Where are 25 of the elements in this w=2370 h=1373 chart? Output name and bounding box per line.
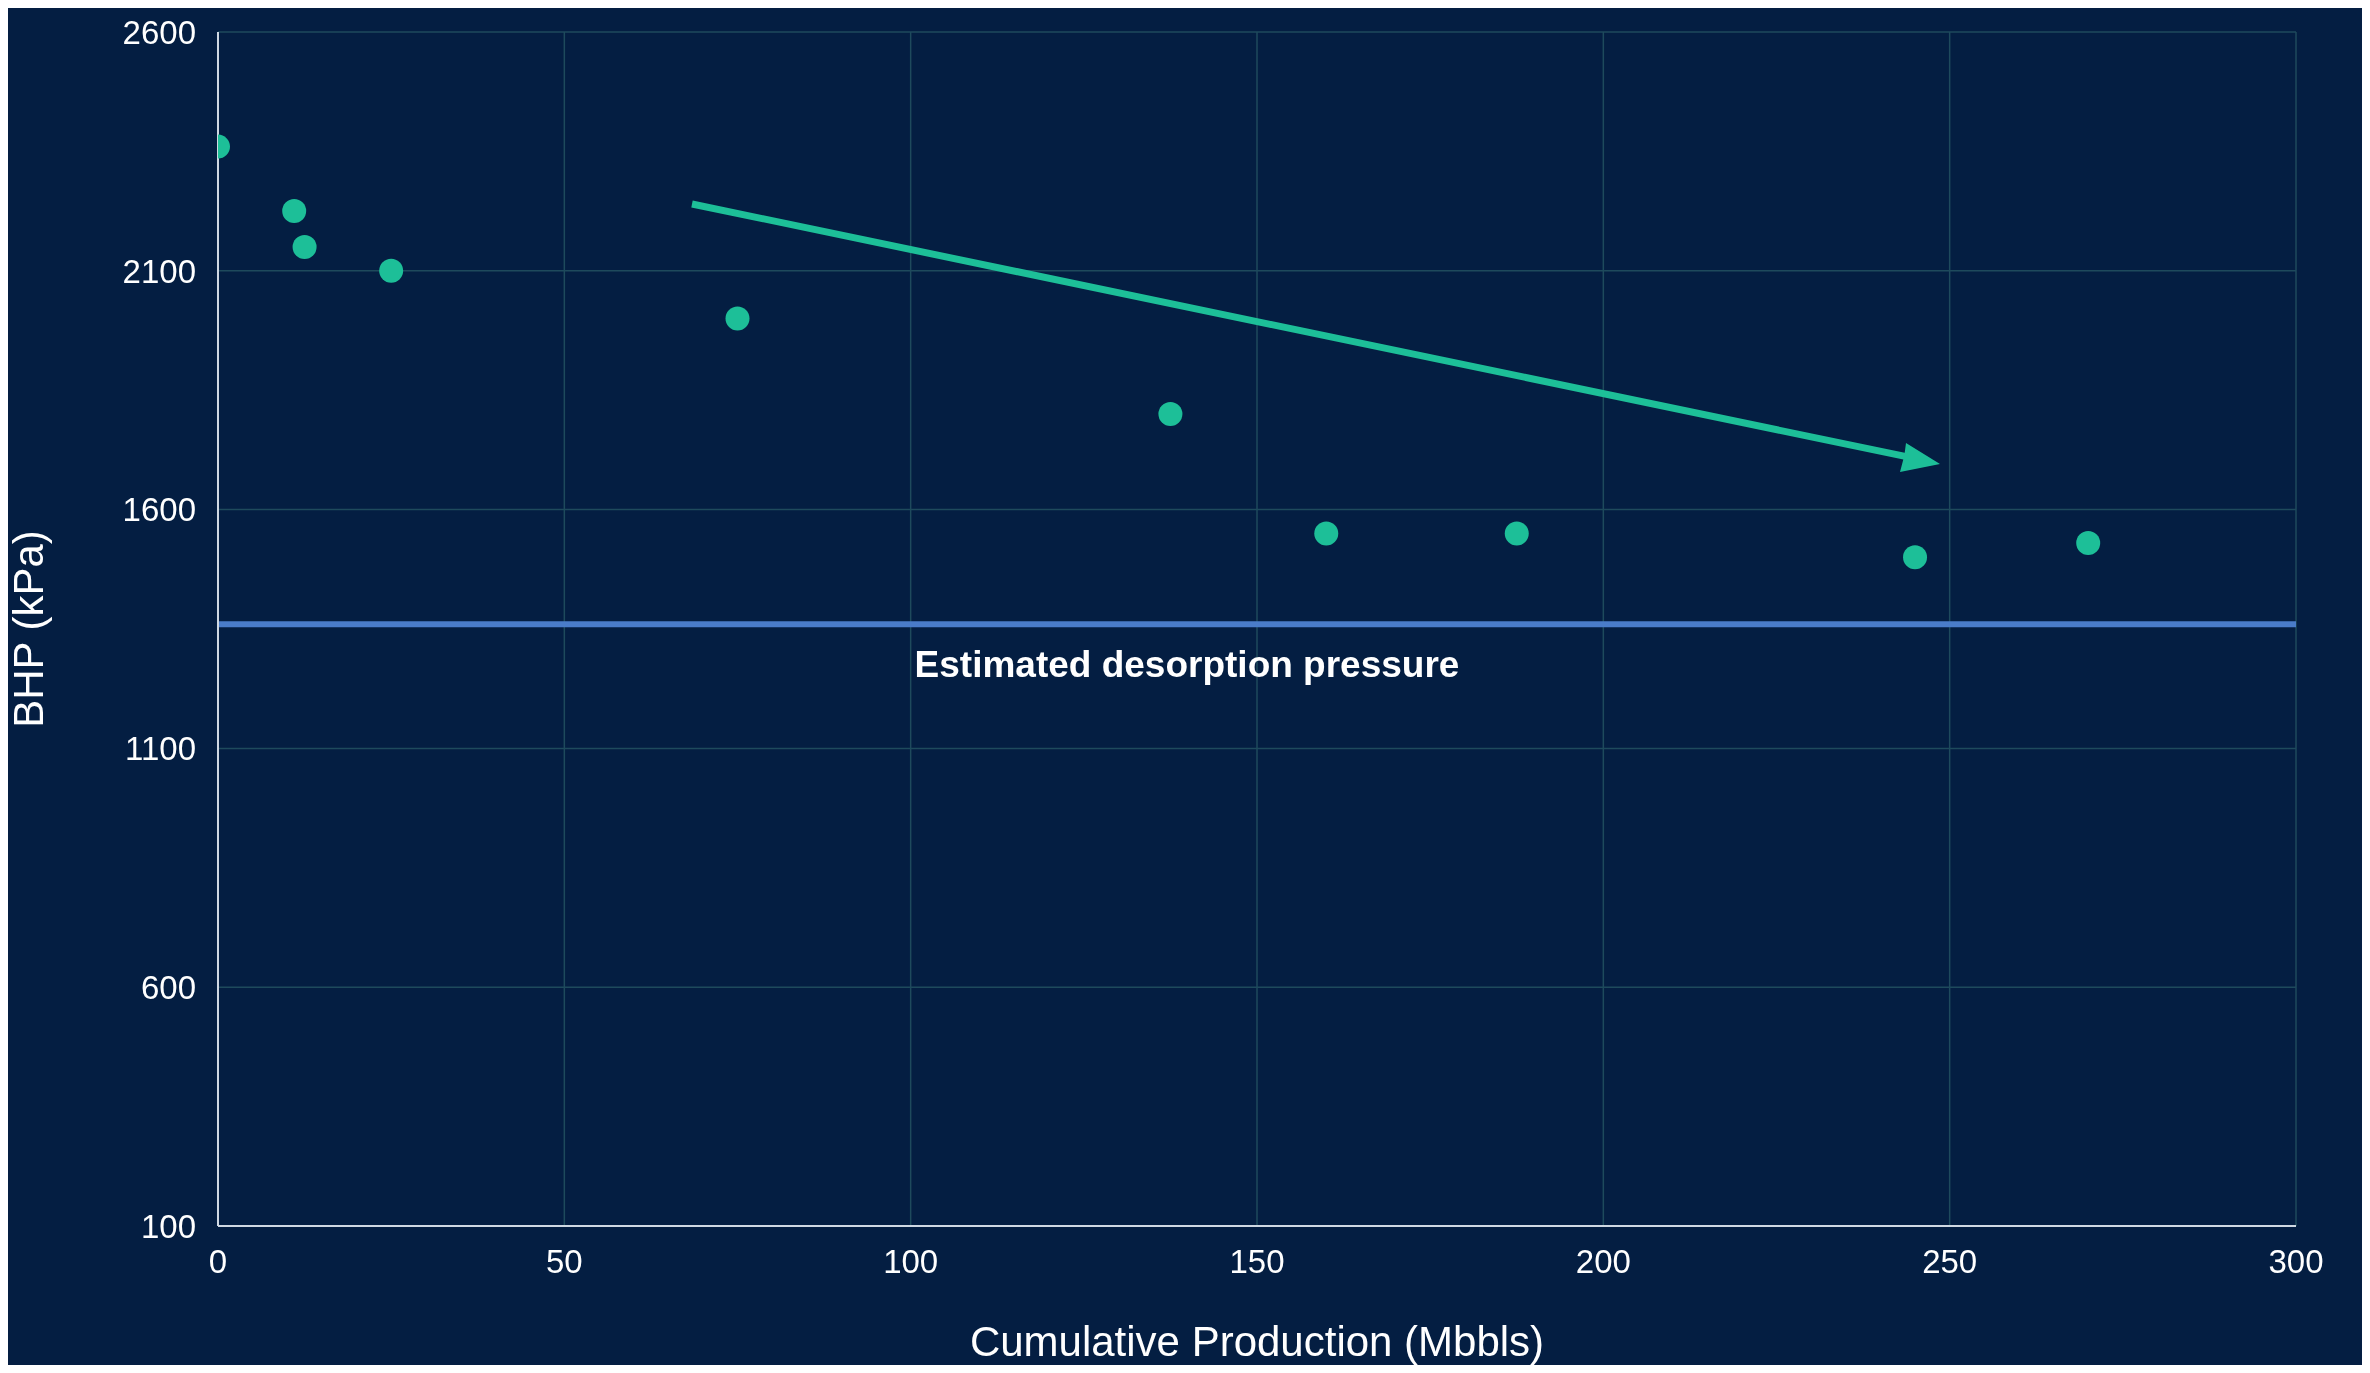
point: [1158, 402, 1183, 427]
x-tick-label: 300: [2268, 1243, 2324, 1281]
ref-line-label: Estimated desorption pressure: [914, 644, 1460, 686]
point: [282, 199, 307, 224]
x-tick-label: 0: [208, 1243, 228, 1281]
point: [1903, 545, 1928, 570]
y-tick-label: 100: [140, 1207, 196, 1245]
y-tick-label: 600: [140, 968, 196, 1006]
x-tick-label: 200: [1575, 1243, 1631, 1281]
point: [1314, 521, 1339, 546]
point: [2076, 531, 2101, 556]
x-axis-title: Cumulative Production (Mbbls): [969, 1318, 1545, 1365]
y-tick-label: 1600: [122, 491, 196, 529]
x-tick-label: 150: [1229, 1243, 1285, 1281]
point: [379, 258, 404, 283]
x-tick-label: 250: [1922, 1243, 1978, 1281]
y-tick-label: 2600: [122, 13, 196, 51]
point: [292, 234, 317, 259]
y-tick-label: 1100: [125, 730, 196, 768]
x-tick-label: 50: [545, 1243, 583, 1281]
y-axis-title: BHP (kPa): [4, 530, 52, 728]
point: [1504, 521, 1529, 546]
point: [725, 306, 750, 331]
x-tick-label: 100: [883, 1243, 939, 1281]
y-tick-label: 2100: [122, 252, 196, 290]
